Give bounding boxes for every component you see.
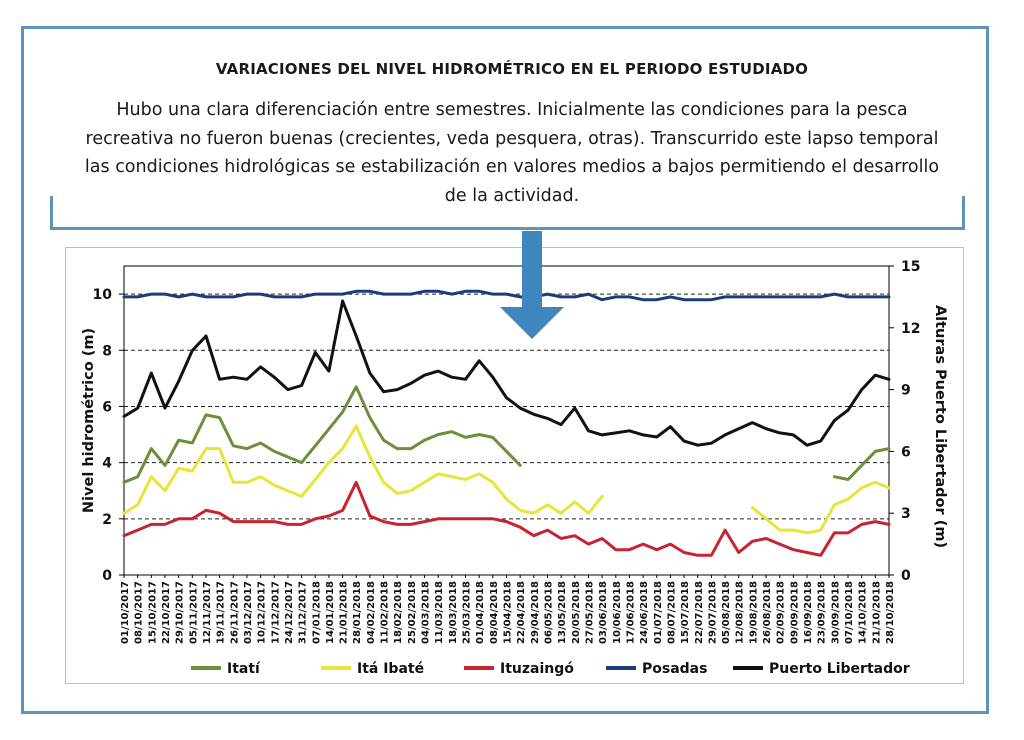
x-tick-label: 05/11/2017 <box>188 581 199 644</box>
x-tick-label: 14/01/2018 <box>325 581 336 644</box>
x-tick-label: 15/04/2018 <box>503 581 514 644</box>
x-tick-label: 24/06/2018 <box>639 581 650 644</box>
series-line-itat- <box>122 385 891 484</box>
y2-axis-title: Alturas Puerto Libertador (m) <box>932 305 948 548</box>
x-tick-label: 19/11/2017 <box>216 581 227 644</box>
y2-tick-label: 15 <box>901 259 920 275</box>
x-tick-label: 22/10/2017 <box>161 581 172 644</box>
legend-label: Ituzaingó <box>500 661 574 677</box>
series-line-it-ibat- <box>122 424 891 535</box>
x-tick-label: 04/03/2018 <box>421 581 432 644</box>
x-tick-label: 10/12/2017 <box>257 581 268 644</box>
x-tick-label: 21/01/2018 <box>339 581 350 644</box>
y-tick-label: 0 <box>102 568 112 584</box>
x-tick-label: 18/02/2018 <box>393 581 404 644</box>
x-tick-label: 15/10/2017 <box>147 581 158 644</box>
x-tick-label: 17/06/2018 <box>625 581 636 644</box>
x-tick-label: 29/07/2018 <box>707 581 718 644</box>
x-tick-label: 13/05/2018 <box>557 581 568 644</box>
x-tick-label: 29/10/2017 <box>175 581 186 644</box>
x-tick-label: 28/10/2018 <box>885 581 896 644</box>
x-tick-label: 24/12/2017 <box>284 581 295 644</box>
y-tick-label: 10 <box>93 287 113 303</box>
x-tick-label: 08/04/2018 <box>489 581 500 644</box>
legend-label: Itatí <box>227 661 261 677</box>
x-tick-label: 21/10/2018 <box>871 581 882 644</box>
x-tick-label: 03/12/2017 <box>243 581 254 644</box>
legend-label: Itá Ibaté <box>357 661 424 677</box>
x-tick-label: 11/03/2018 <box>434 581 445 644</box>
hydrometric-chart: 0 2 4 6 8 10 0 3 6 9 12 15 Nivel hidrométrico (m) Alt… <box>81 259 948 677</box>
y-tick-label: 4 <box>102 456 112 472</box>
x-tick-label: 26/11/2017 <box>229 581 240 644</box>
y2-tick-label: 12 <box>901 321 920 337</box>
x-tick-label: 29/04/2018 <box>530 581 541 644</box>
x-tick-label: 26/08/2018 <box>762 581 773 644</box>
x-tick-label: 20/05/2018 <box>571 581 582 644</box>
x-tick-label: 06/05/2018 <box>543 581 554 644</box>
x-tick-label: 03/06/2018 <box>598 581 609 644</box>
x-tick-label: 19/08/2018 <box>748 581 759 644</box>
x-tick-label: 12/08/2018 <box>735 581 746 644</box>
x-tick-label: 17/12/2017 <box>270 581 281 644</box>
series-line-ituzaing- <box>122 480 891 557</box>
x-tick-label: 11/02/2018 <box>380 581 391 644</box>
x-tick-label: 23/09/2018 <box>817 581 828 644</box>
y2-tick-label: 0 <box>901 568 911 584</box>
x-tick-label: 15/07/2018 <box>680 581 691 644</box>
x-tick-label: 01/07/2018 <box>653 581 664 644</box>
page-title: VARIACIONES DEL NIVEL HIDROMÉTRICO EN EL… <box>215 60 809 78</box>
down-arrow-icon <box>500 231 564 339</box>
x-tick-label: 22/04/2018 <box>516 581 527 644</box>
x-tick-label: 30/09/2018 <box>830 581 841 644</box>
x-tick-label: 18/03/2018 <box>448 581 459 644</box>
x-tick-label: 27/05/2018 <box>584 581 595 644</box>
x-tick-label: 07/10/2018 <box>844 581 855 644</box>
legend-label: Posadas <box>642 661 707 677</box>
series-line-posadas <box>122 289 891 302</box>
x-tick-label: 28/01/2018 <box>352 581 363 644</box>
y-tick-label: 8 <box>102 343 112 359</box>
x-tick-label: 01/10/2017 <box>120 581 131 644</box>
x-tick-label: 05/08/2018 <box>721 581 732 644</box>
series-line-puerto-libertador <box>122 299 891 447</box>
x-tick-label: 08/07/2018 <box>666 581 677 644</box>
x-tick-label: 01/04/2018 <box>475 581 486 644</box>
y-tick-label: 6 <box>102 399 112 415</box>
y-tick-label: 2 <box>102 512 112 528</box>
y2-tick-label: 6 <box>901 444 911 460</box>
x-tick-label: 07/01/2018 <box>311 581 322 644</box>
x-tick-label: 08/10/2017 <box>134 581 145 644</box>
x-tick-label: 02/09/2018 <box>776 581 787 644</box>
x-tick-label: 14/10/2018 <box>858 581 869 644</box>
content-frame <box>21 26 989 714</box>
y2-tick-label: 9 <box>901 383 911 399</box>
y2-tick-label: 3 <box>901 506 911 522</box>
x-tick-label: 31/12/2017 <box>298 581 309 644</box>
x-tick-label: 22/07/2018 <box>694 581 705 644</box>
y-axis-title: Nivel hidrométrico (m) <box>81 328 97 513</box>
x-tick-label: 25/02/2018 <box>407 581 418 644</box>
legend-label: Puerto Libertador <box>769 661 910 677</box>
x-tick-label: 12/11/2017 <box>202 581 213 644</box>
x-tick-label: 16/09/2018 <box>803 581 814 644</box>
x-tick-label: 25/03/2018 <box>462 581 473 644</box>
x-tick-label: 04/02/2018 <box>366 581 377 644</box>
bracket-divider <box>50 196 965 230</box>
description-text: Hubo una clara diferenciación entre seme… <box>84 100 940 206</box>
x-tick-label: 10/06/2018 <box>612 581 623 644</box>
x-tick-label: 09/09/2018 <box>789 581 800 644</box>
